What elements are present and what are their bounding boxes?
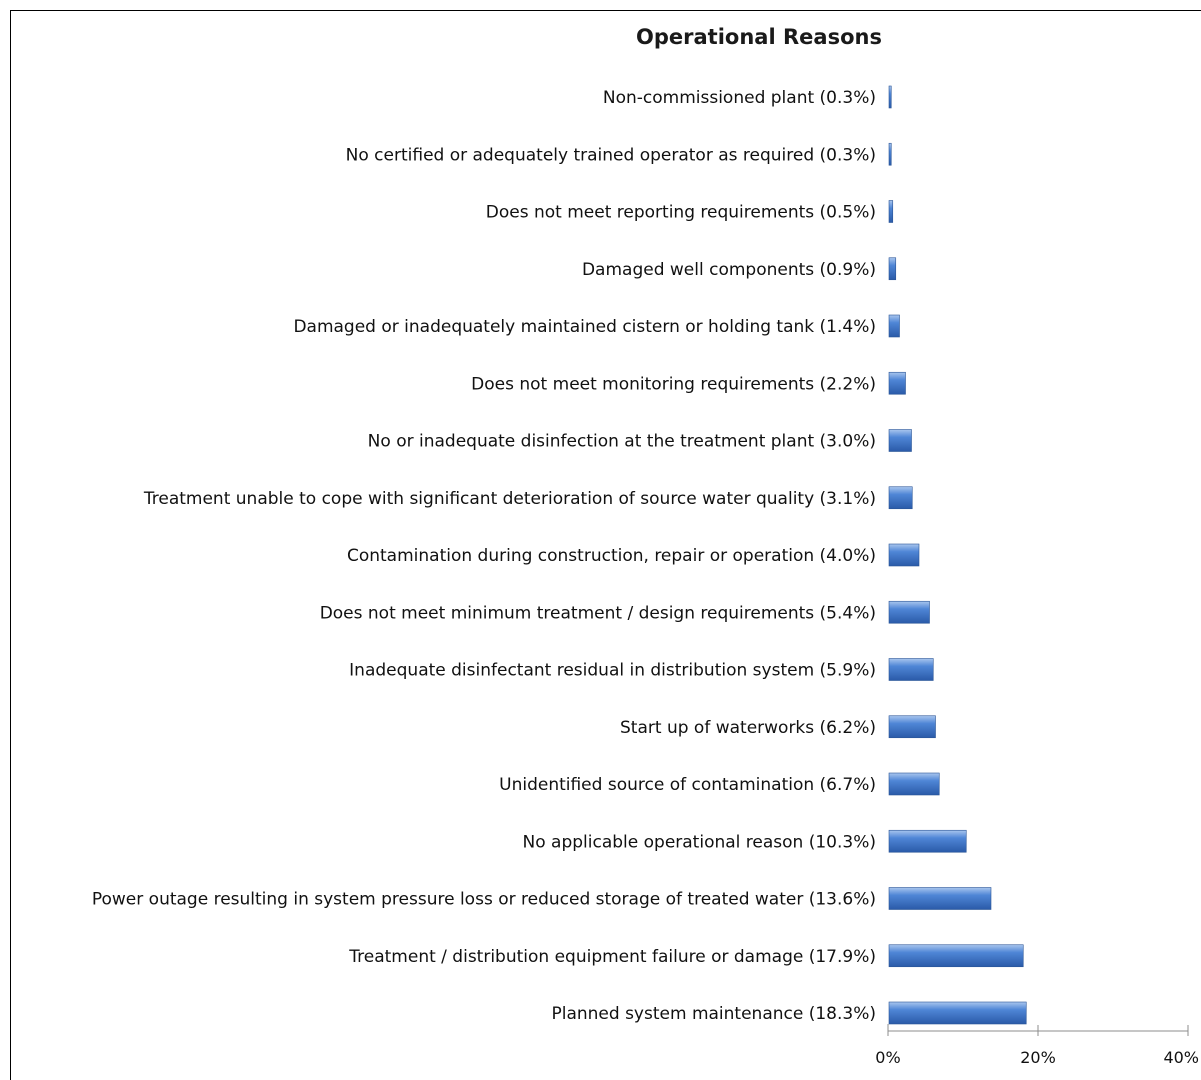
bar-13 xyxy=(888,772,940,796)
bar-12 xyxy=(888,715,936,739)
category-label-1: Non-commissioned plant (0.3%) xyxy=(603,88,876,108)
category-label-8: Treatment unable to cope with significan… xyxy=(143,489,876,509)
category-label-13: Unidentified source of contamination (6.… xyxy=(499,775,876,795)
bar-11 xyxy=(888,658,934,681)
bar-7 xyxy=(888,429,912,452)
x-tick-label-1: 20% xyxy=(1020,1048,1056,1067)
category-label-3: Does not meet reporting requirements (0.… xyxy=(486,203,876,223)
category-label-17: Planned system maintenance (18.3%) xyxy=(551,1004,876,1024)
category-label-14: No applicable operational reason (10.3%) xyxy=(523,832,876,852)
bar-9 xyxy=(888,543,920,567)
category-label-11: Inadequate disinfectant residual in dist… xyxy=(349,661,876,681)
bar-3 xyxy=(888,200,894,223)
bar-5 xyxy=(888,314,900,338)
bar-2 xyxy=(888,142,892,166)
category-label-15: Power outage resulting in system pressur… xyxy=(92,890,876,910)
bar-6 xyxy=(888,371,906,395)
category-label-16: Treatment / distribution equipment failu… xyxy=(348,947,876,967)
category-label-6: Does not meet monitoring requirements (2… xyxy=(471,374,876,394)
category-label-12: Start up of waterworks (6.2%) xyxy=(620,718,876,738)
bar-8 xyxy=(888,486,913,510)
bar-15 xyxy=(888,887,992,910)
category-label-9: Contamination during construction, repai… xyxy=(347,546,876,566)
category-label-5: Damaged or inadequately maintained ciste… xyxy=(293,317,876,337)
bar-10 xyxy=(888,600,930,624)
category-label-10: Does not meet minimum treatment / design… xyxy=(320,603,876,623)
x-tick-label-0: 0% xyxy=(875,1048,900,1067)
bar-16 xyxy=(888,944,1024,968)
chart-title: Operational Reasons xyxy=(636,25,882,49)
bar-14 xyxy=(888,829,967,853)
bar-17 xyxy=(888,1001,1027,1025)
bar-4 xyxy=(888,257,897,281)
category-label-7: No or inadequate disinfection at the tre… xyxy=(368,432,876,452)
x-tick-label-2: 40% xyxy=(1163,1048,1199,1067)
bar-1 xyxy=(888,85,892,109)
chart-frame xyxy=(10,10,1201,1080)
category-label-4: Damaged well components (0.9%) xyxy=(582,260,876,280)
category-label-2: No certified or adequately trained opera… xyxy=(346,145,876,165)
